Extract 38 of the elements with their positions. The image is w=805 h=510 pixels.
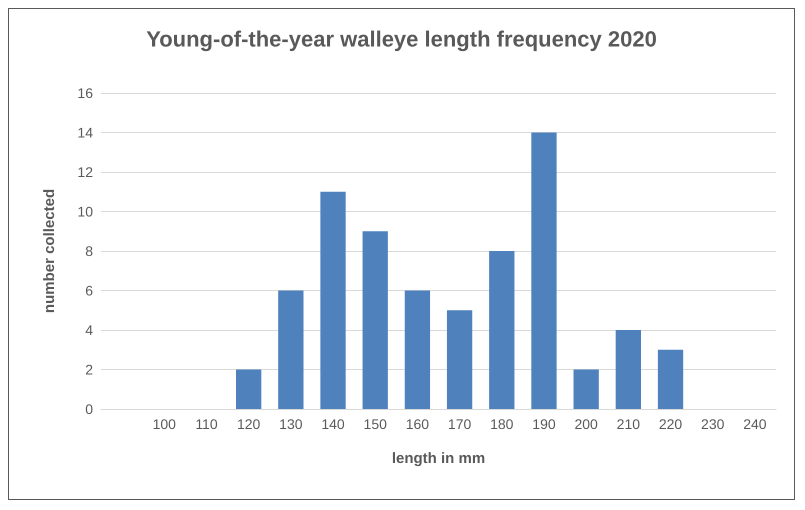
x-tick-label: 190 (532, 416, 556, 432)
x-tick-label: 100 (152, 416, 176, 432)
bar (236, 370, 262, 409)
x-tick-label: 140 (321, 416, 345, 432)
x-tick-label: 110 (195, 416, 218, 432)
bar (446, 310, 472, 409)
y-axis-title: number collected (41, 188, 58, 314)
bar (616, 330, 641, 409)
bar (531, 132, 557, 409)
bar (489, 251, 514, 409)
x-axis-title: length in mm (392, 450, 486, 467)
y-tick-label: 14 (77, 124, 94, 140)
bar (404, 290, 430, 409)
x-tick-label: 210 (616, 416, 640, 432)
x-tick-label: 160 (406, 416, 430, 432)
x-tick-label: 220 (658, 416, 682, 432)
bar (278, 290, 304, 409)
bar (574, 370, 599, 409)
x-tick-label: 150 (364, 416, 388, 432)
chart-title: Young-of-the-year walleye length frequency 2020 (146, 26, 657, 52)
x-tick-label: 170 (448, 416, 472, 432)
y-tick-label: 16 (77, 85, 94, 101)
x-tick-label: 230 (701, 416, 725, 432)
y-tick-label: 2 (85, 362, 94, 378)
x-tick-label: 120 (236, 416, 261, 432)
y-tick-label: 4 (85, 322, 94, 338)
y-tick-label: 0 (85, 401, 94, 417)
y-tick-label: 12 (77, 164, 94, 180)
y-tick-label: 6 (85, 282, 94, 298)
y-tick-label: 8 (85, 243, 94, 259)
bar (320, 192, 346, 409)
bar (362, 231, 388, 409)
x-tick-label: 180 (490, 416, 514, 432)
y-tick-label: 10 (77, 204, 94, 220)
x-tick-label: 200 (574, 416, 598, 432)
x-tick-label: 240 (743, 416, 767, 432)
bar (658, 350, 684, 409)
x-tick-label: 130 (279, 416, 303, 432)
